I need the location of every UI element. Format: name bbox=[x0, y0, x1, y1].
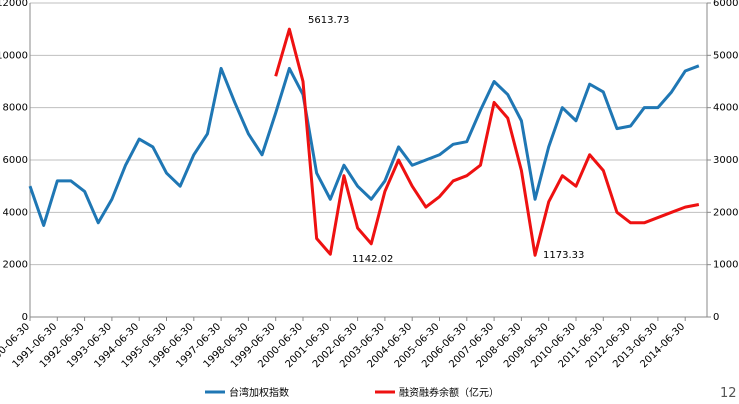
annotation: 1173.33 bbox=[543, 250, 584, 261]
legend-label: 台湾加权指数 bbox=[229, 386, 289, 399]
y2-tick-label: 0 bbox=[713, 312, 719, 323]
annotation: 5613.73 bbox=[308, 15, 349, 26]
annotation: 1142.02 bbox=[352, 254, 393, 265]
y-tick-label: 0 bbox=[22, 312, 28, 323]
y2-tick-label: 1000 bbox=[713, 260, 738, 271]
y2-tick-label: 2000 bbox=[713, 207, 738, 218]
y-tick-label: 12000 bbox=[0, 0, 28, 9]
y2-tick-label: 3000 bbox=[713, 155, 738, 166]
y-tick-label: 6000 bbox=[3, 155, 28, 166]
y-tick-label: 4000 bbox=[3, 207, 28, 218]
y2-tick-label: 4000 bbox=[713, 103, 738, 114]
y-tick-label: 8000 bbox=[3, 103, 28, 114]
series-line bbox=[28, 64, 700, 227]
y2-tick-label: 6000 bbox=[713, 0, 738, 9]
legend-label: 融资融券余额（亿元） bbox=[399, 386, 499, 399]
y-tick-label: 10000 bbox=[0, 50, 28, 61]
page-number: 12 bbox=[720, 386, 737, 400]
series-line bbox=[274, 27, 700, 257]
y-tick-label: 2000 bbox=[3, 260, 28, 271]
y2-tick-label: 5000 bbox=[713, 50, 738, 61]
